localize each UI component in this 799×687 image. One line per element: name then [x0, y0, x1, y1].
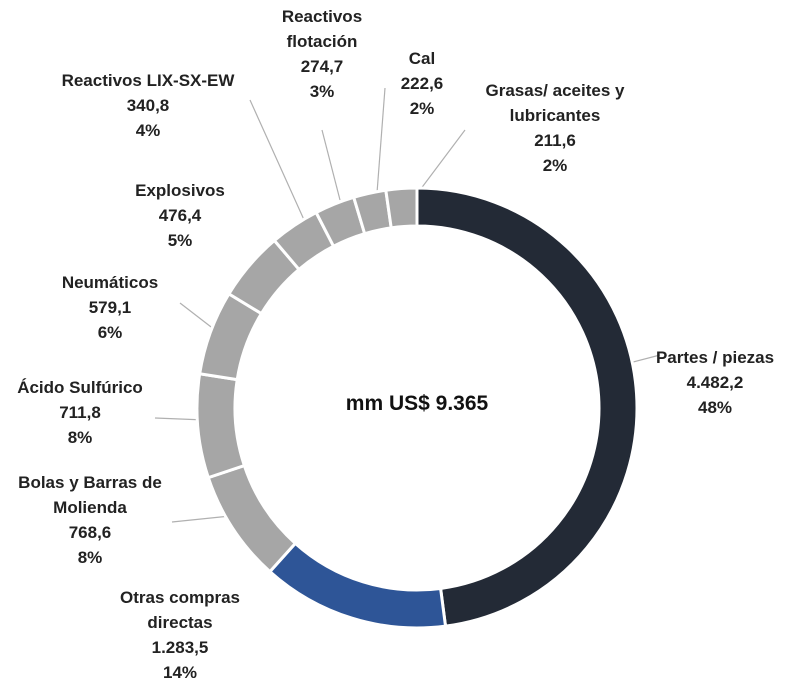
- donut-segment: [384, 186, 419, 230]
- value-label: 476,4: [158, 206, 202, 225]
- category-label: Ácido Sulfúrico: [17, 378, 143, 397]
- data-label: Grasas/ aceites y lubricantes 211,6 2%: [468, 78, 643, 178]
- percent-label: 4%: [135, 121, 161, 140]
- percent-label: 5%: [167, 231, 193, 250]
- percent-label: 3%: [309, 82, 335, 101]
- data-label: Otras compras directas 1.283,5 14%: [100, 585, 260, 685]
- data-label: Reactivos flotación 274,7 3%: [267, 4, 377, 104]
- category-label: Bolas y Barras de Molienda: [18, 473, 162, 517]
- leader-line: [249, 99, 306, 223]
- value-label: 711,8: [59, 403, 101, 422]
- value-label: 274,7: [300, 57, 344, 76]
- value-label: 579,1: [88, 298, 132, 317]
- category-label: Reactivos flotación: [281, 7, 363, 51]
- value-label: 222,6: [400, 74, 444, 93]
- percent-label: 8%: [77, 548, 103, 567]
- category-label: Neumáticos: [61, 273, 159, 292]
- percent-label: 6%: [97, 323, 123, 342]
- donut-segment: [415, 186, 639, 628]
- percent-label: 8%: [67, 428, 93, 447]
- category-label: Partes / piezas: [655, 348, 775, 367]
- category-label: Otras compras directas: [120, 588, 240, 632]
- category-label: Cal: [408, 49, 436, 68]
- value-label: 768,6: [68, 523, 112, 542]
- data-label: Explosivos 476,4 5%: [105, 178, 255, 253]
- category-label: Explosivos: [135, 181, 225, 200]
- category-label: Grasas/ aceites y lubricantes: [485, 81, 625, 125]
- percent-label: 2%: [409, 99, 435, 118]
- leader-line: [376, 87, 386, 194]
- value-label: 4.482,2: [686, 373, 744, 392]
- data-label: Cal 222,6 2%: [392, 46, 452, 121]
- data-label: Neumáticos 579,1 6%: [35, 270, 185, 345]
- data-label: Ácido Sulfúrico 711,8 8%: [0, 375, 160, 450]
- leader-line: [321, 129, 341, 201]
- data-label: Bolas y Barras de Molienda 768,6 8%: [3, 470, 178, 570]
- data-label: Reactivos LIX-SX-EW 340,8 4%: [43, 68, 253, 143]
- category-label: Reactivos LIX-SX-EW: [61, 71, 235, 90]
- leader-line: [179, 302, 216, 331]
- donut-segment: [267, 541, 448, 630]
- donut-segment: [206, 463, 298, 574]
- value-label: 1.283,5: [151, 638, 209, 657]
- donut-segment: [195, 372, 247, 480]
- leader-line: [419, 129, 466, 191]
- center-label: mm US$ 9.365: [345, 392, 489, 415]
- percent-label: 14%: [162, 663, 198, 682]
- value-label: 211,6: [534, 131, 576, 150]
- data-label: Partes / piezas 4.482,2 48%: [630, 345, 799, 420]
- value-label: 340,8: [126, 96, 170, 115]
- percent-label: 48%: [697, 398, 733, 417]
- percent-label: 2%: [542, 156, 568, 175]
